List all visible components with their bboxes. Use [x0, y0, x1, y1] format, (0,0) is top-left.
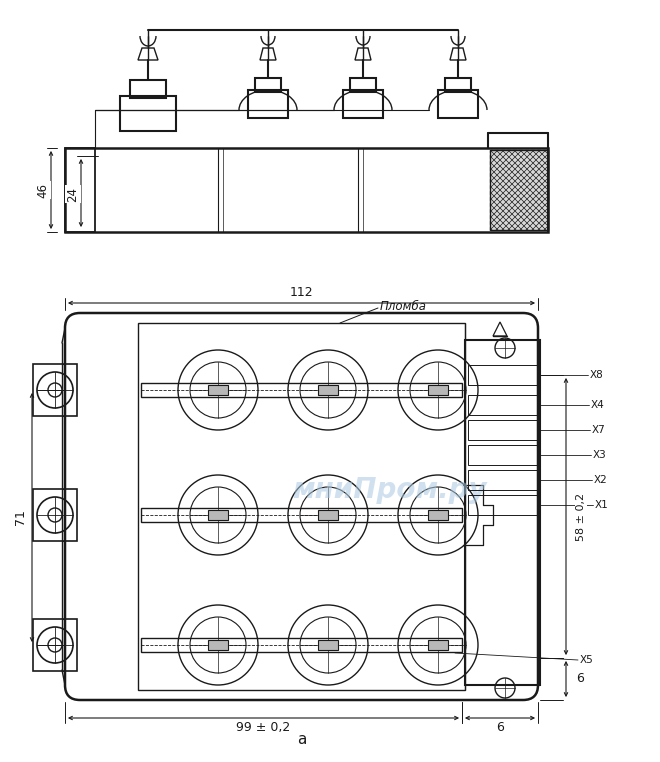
- Bar: [468, 445, 537, 465]
- Bar: [33, 364, 77, 416]
- Bar: [208, 510, 228, 520]
- Bar: [428, 510, 448, 520]
- Bar: [120, 96, 176, 131]
- Text: Пломба: Пломба: [380, 299, 427, 312]
- Bar: [468, 420, 537, 440]
- FancyBboxPatch shape: [65, 313, 538, 700]
- Bar: [318, 640, 338, 650]
- Bar: [248, 90, 288, 118]
- Bar: [208, 640, 228, 650]
- Bar: [138, 323, 465, 690]
- Bar: [445, 78, 471, 92]
- Text: 46: 46: [36, 183, 49, 197]
- Bar: [468, 495, 537, 515]
- Text: 24: 24: [67, 187, 79, 201]
- Bar: [141, 508, 462, 522]
- Bar: [465, 340, 540, 685]
- Bar: [318, 510, 338, 520]
- Bar: [65, 148, 548, 232]
- Text: X2: X2: [594, 475, 608, 485]
- Text: X3: X3: [593, 450, 607, 460]
- Text: X4: X4: [591, 400, 605, 410]
- Text: X8: X8: [590, 370, 604, 380]
- Text: X1: X1: [595, 500, 609, 510]
- Bar: [255, 78, 281, 92]
- Bar: [468, 395, 537, 415]
- Text: 6: 6: [576, 673, 584, 686]
- Bar: [428, 640, 448, 650]
- Bar: [428, 385, 448, 395]
- Bar: [130, 80, 166, 98]
- Text: X5: X5: [580, 655, 594, 665]
- Text: 58 ± 0,2: 58 ± 0,2: [576, 492, 586, 540]
- Bar: [208, 385, 228, 395]
- Bar: [141, 638, 462, 652]
- Bar: [468, 470, 537, 490]
- Bar: [33, 489, 77, 541]
- Text: a: a: [297, 732, 306, 748]
- Text: 99 ± 0,2: 99 ± 0,2: [236, 721, 290, 734]
- Text: 6: 6: [496, 721, 504, 734]
- Bar: [318, 385, 338, 395]
- Text: 112: 112: [290, 286, 314, 299]
- Bar: [350, 78, 376, 92]
- Bar: [438, 90, 478, 118]
- Bar: [65, 148, 95, 232]
- Text: 71: 71: [14, 510, 27, 526]
- Bar: [468, 365, 537, 385]
- Bar: [141, 383, 462, 397]
- Bar: [490, 150, 548, 230]
- Text: X7: X7: [592, 425, 606, 435]
- Text: мниПром.ру: мниПром.ру: [292, 476, 487, 504]
- Bar: [33, 619, 77, 671]
- Bar: [343, 90, 383, 118]
